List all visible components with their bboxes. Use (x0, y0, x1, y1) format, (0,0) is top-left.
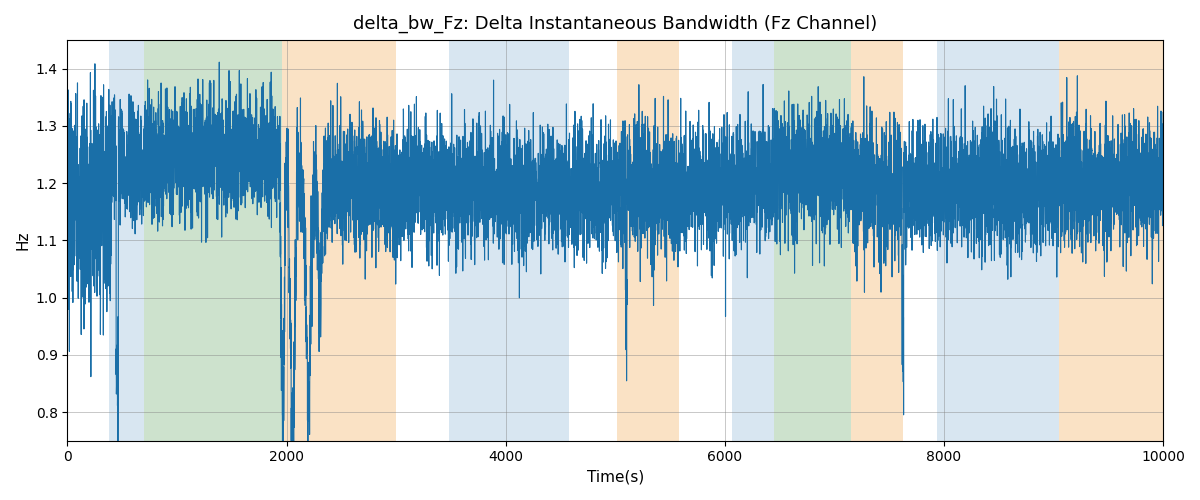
Bar (1058, 40, 1163, 440)
Bar (449, 40, 569, 440)
Bar (937, 40, 1058, 440)
Y-axis label: Hz: Hz (16, 230, 30, 250)
Bar (109, 40, 144, 440)
X-axis label: Time(s): Time(s) (587, 470, 644, 485)
Title: delta_bw_Fz: Delta Instantaneous Bandwidth (Fz Channel): delta_bw_Fz: Delta Instantaneous Bandwid… (353, 15, 877, 34)
Bar (618, 40, 679, 440)
Bar (774, 40, 851, 440)
Bar (732, 40, 774, 440)
Bar (851, 40, 904, 440)
Bar (144, 40, 282, 440)
Bar (282, 40, 396, 440)
